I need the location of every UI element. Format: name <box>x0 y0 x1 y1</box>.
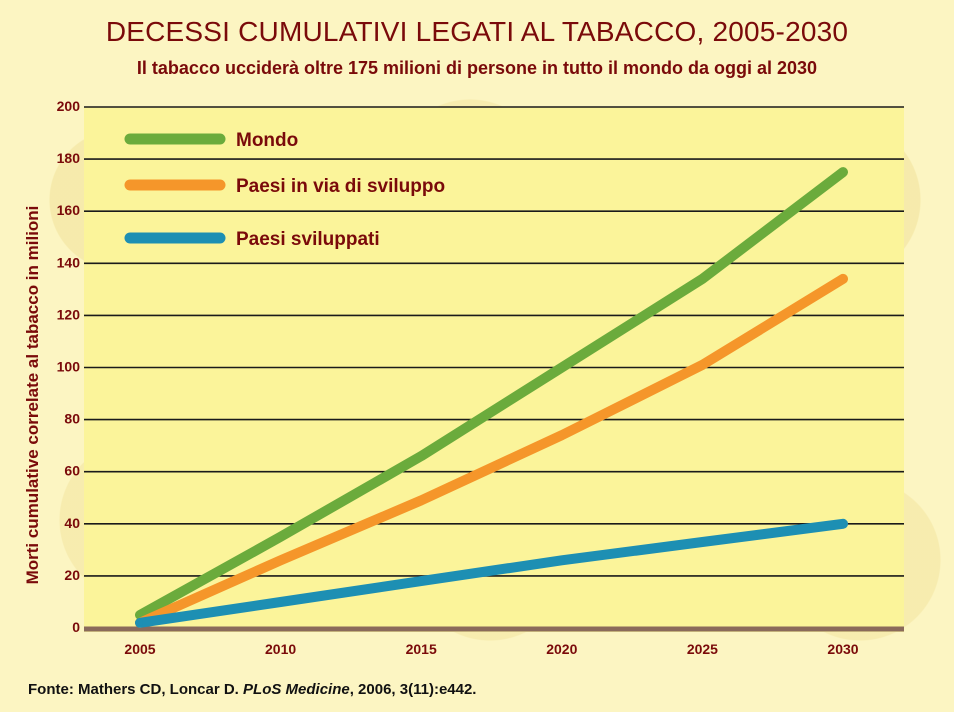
y-tick-label: 100 <box>57 359 81 375</box>
y-tick-label: 120 <box>57 306 81 322</box>
y-axis-ticks: 0 20 40 60 80 100 120 140 160 180 200 <box>57 98 81 635</box>
data-point-developed <box>840 520 846 527</box>
chart-title: DECESSI CUMULATIVI LEGATI AL TABACCO, 20… <box>105 16 849 47</box>
chart-subtitle: Il tabacco ucciderà oltre 175 milioni di… <box>136 58 818 78</box>
y-tick-label: 180 <box>57 150 81 166</box>
y-tick-label: 20 <box>64 567 80 583</box>
y-tick-label: 160 <box>57 202 81 218</box>
data-point-developing <box>277 557 284 564</box>
data-point-developing <box>418 497 425 504</box>
series-line-developed <box>135 518 848 628</box>
x-tick-label: 2020 <box>546 641 577 657</box>
data-point-developed <box>418 578 425 585</box>
source-citation: Fonte: Mathers CD, Loncar D. PLoS Medici… <box>28 681 476 698</box>
y-tick-label: 0 <box>72 619 80 635</box>
data-point-world <box>840 169 846 176</box>
source-suffix: , 2006, 3(11):e442. <box>349 681 477 698</box>
x-tick-label: 2025 <box>687 641 718 657</box>
x-tick-label: 2015 <box>406 641 437 657</box>
data-point-world <box>418 453 425 460</box>
data-point-world <box>558 364 565 371</box>
data-point-developed <box>699 539 706 546</box>
x-axis-ticks: 2005 2010 2015 2020 2025 2030 <box>124 641 858 657</box>
legend-label-developed: Paesi sviluppati <box>236 229 380 250</box>
series-line-developing <box>135 273 848 628</box>
x-tick-label: 2010 <box>265 641 296 657</box>
plot-area <box>84 107 904 632</box>
source-journal: PLoS Medicine <box>243 681 350 698</box>
data-point-developed <box>137 619 143 626</box>
legend: Mondo Paesi in via di sviluppo Paesi svilu… <box>124 130 445 250</box>
source-prefix: Fonte: Mathers CD, Loncar D. <box>28 681 244 698</box>
data-point-developing <box>840 275 846 282</box>
data-point-developing <box>558 432 565 439</box>
y-tick-label: 60 <box>64 463 80 479</box>
x-tick-label: 2005 <box>124 641 155 657</box>
y-tick-label: 80 <box>64 411 80 427</box>
series-lines <box>135 167 848 628</box>
data-point-world <box>699 275 706 282</box>
y-tick-label: 40 <box>64 515 80 531</box>
series-line-world <box>135 167 848 620</box>
data-point-world <box>137 611 143 618</box>
x-tick-label: 2030 <box>827 641 858 657</box>
legend-label-world: Mondo <box>236 130 298 151</box>
grid-lines <box>84 106 904 577</box>
legend-label-developing: Paesi in via di sviluppo <box>236 176 445 197</box>
data-point-developed <box>558 557 565 564</box>
y-tick-label: 140 <box>57 254 81 270</box>
y-tick-label: 200 <box>57 98 81 114</box>
data-point-developing <box>699 361 706 368</box>
data-point-developed <box>277 598 284 605</box>
data-point-world <box>277 533 284 540</box>
